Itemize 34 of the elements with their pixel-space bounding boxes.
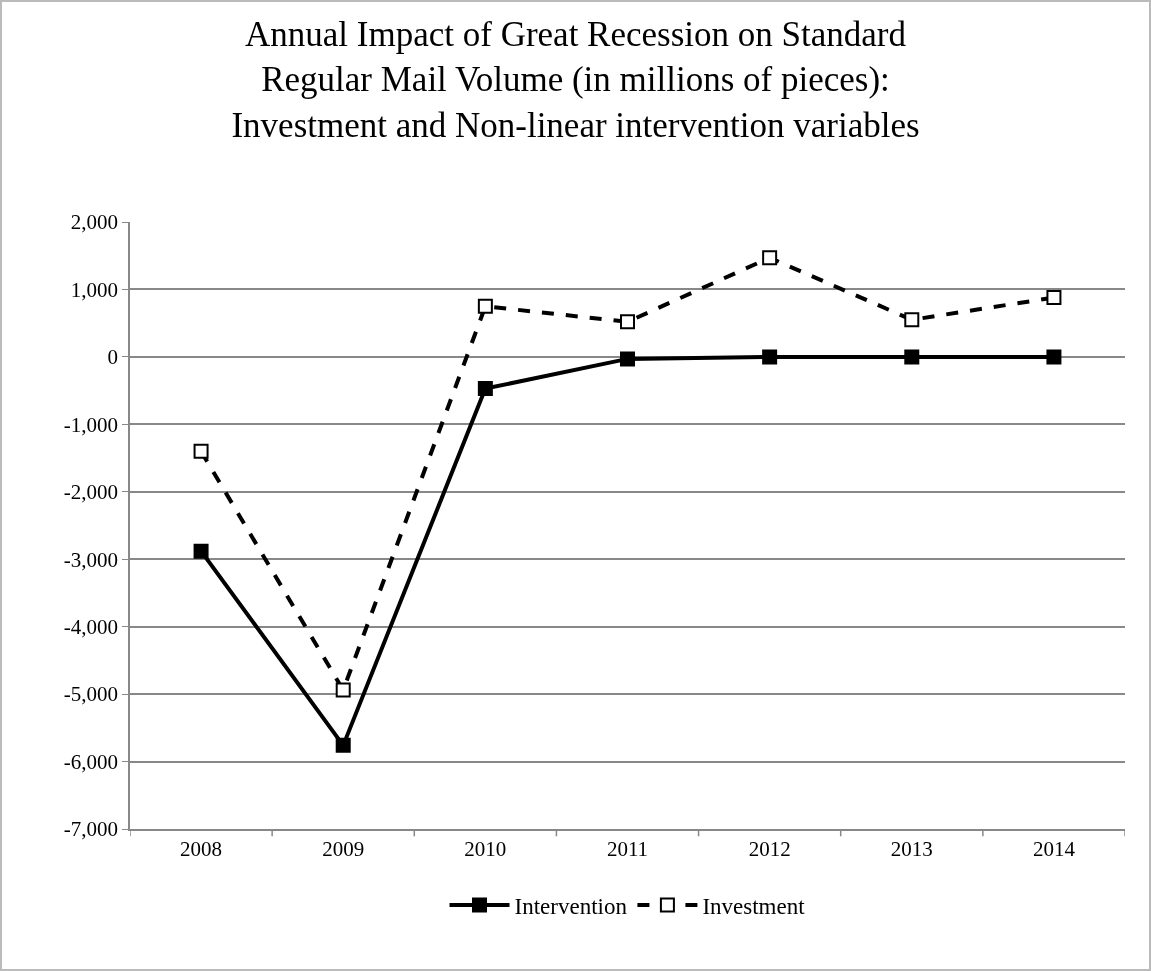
y-tick-label: 1,000 bbox=[70, 277, 119, 302]
point bbox=[335, 737, 351, 753]
point bbox=[1046, 349, 1062, 365]
x-tick-label: 2008 bbox=[180, 836, 223, 861]
legend-label: Intervention bbox=[514, 894, 628, 920]
point bbox=[762, 349, 778, 365]
x-tick-label: 2013 bbox=[890, 836, 933, 861]
y-tick-label: -5,000 bbox=[63, 682, 119, 707]
y-tick-label: -4,000 bbox=[63, 615, 119, 640]
chart-title: Annual Impact of Great Recession on Standard Regular Mail Volume (in millions of pieces): Investment and Non-linear intervention variables bbox=[231, 14, 920, 145]
y-tick-label: -3,000 bbox=[63, 547, 119, 572]
x-tick-label: 2012 bbox=[748, 836, 791, 861]
y-tick-label: -6,000 bbox=[63, 749, 119, 774]
point bbox=[477, 298, 493, 314]
point bbox=[620, 351, 635, 367]
x-tick-label: 2009 bbox=[322, 836, 365, 861]
point bbox=[477, 381, 493, 397]
y-tick-label: -2,000 bbox=[63, 480, 119, 505]
point bbox=[904, 312, 920, 328]
point bbox=[1046, 290, 1062, 306]
point bbox=[193, 443, 209, 459]
x-tick-label: 2011 bbox=[606, 836, 649, 861]
y-tick-label: -1,000 bbox=[63, 412, 119, 437]
x-tick-label: 2010 bbox=[464, 836, 507, 861]
y-tick-label: -7,000 bbox=[63, 817, 119, 842]
y-tick-label: 0 bbox=[107, 345, 119, 370]
point bbox=[620, 314, 635, 330]
point bbox=[193, 543, 209, 559]
y-tick-label: 2,000 bbox=[70, 210, 119, 235]
legend-label: Investment bbox=[702, 894, 806, 920]
point bbox=[762, 250, 778, 266]
x-tick-label: 2014 bbox=[1032, 836, 1076, 861]
point bbox=[335, 682, 351, 698]
point bbox=[904, 349, 920, 365]
